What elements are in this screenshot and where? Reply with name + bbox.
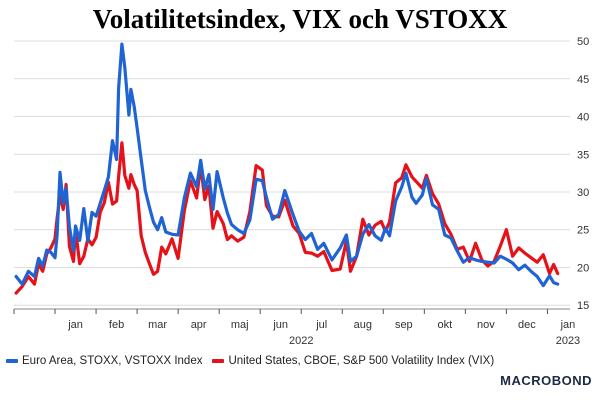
x-tick-label: jan	[67, 319, 83, 331]
y-tick-label: 50	[577, 36, 589, 48]
legend-label-vix: United States, CBOE, S&P 500 Volatility …	[228, 355, 495, 367]
legend: Euro Area, STOXX, VSTOXX Index United St…	[6, 355, 494, 367]
x-tick-label: aug	[354, 319, 372, 331]
y-tick-label: 35	[577, 149, 589, 161]
chart-title: Volatilitetsindex, VIX och VSTOXX	[92, 4, 508, 34]
x-year-label-2022: 2022	[289, 335, 313, 347]
x-tick-label: feb	[109, 319, 124, 331]
x-tick-label: jun	[272, 319, 288, 331]
legend-swatch-vstoxx	[6, 359, 18, 363]
x-tick-label: jul	[315, 319, 327, 331]
y-tick-label: 20	[577, 262, 589, 274]
x-tick-label: nov	[477, 319, 495, 331]
legend-label-vstoxx: Euro Area, STOXX, VSTOXX Index	[22, 355, 203, 367]
y-tick-label: 15	[577, 300, 589, 312]
series-line-vix	[14, 141, 560, 295]
x-tick-label: apr	[191, 319, 207, 331]
legend-swatch-vix	[212, 359, 225, 363]
y-tick-label: 25	[577, 225, 589, 237]
y-tick-label: 30	[577, 187, 589, 199]
x-tick-label: maj	[231, 319, 249, 331]
y-tick-label: 40	[577, 112, 589, 124]
x-tick-label: dec	[518, 319, 536, 331]
legend-item-vstoxx: Euro Area, STOXX, VSTOXX Index	[6, 355, 202, 367]
axis-layer: 15 20 25 30 35 40 45 50 jan feb mar apr maj jun jul aug…	[13, 36, 589, 347]
x-tick-label: mar	[148, 319, 167, 331]
series-layer	[14, 42, 560, 295]
x-tick-label: jan	[560, 319, 576, 331]
x-tick-label: sep	[395, 319, 413, 331]
y-tick-label: 45	[577, 74, 589, 86]
legend-item-vix: United States, CBOE, S&P 500 Volatility …	[212, 355, 494, 367]
macrobond-logo: MACROBOND	[500, 373, 592, 388]
x-year-label-2023: 2023	[556, 335, 580, 347]
series-line-vstoxx	[14, 42, 560, 288]
x-tick-label: okt	[438, 319, 453, 331]
